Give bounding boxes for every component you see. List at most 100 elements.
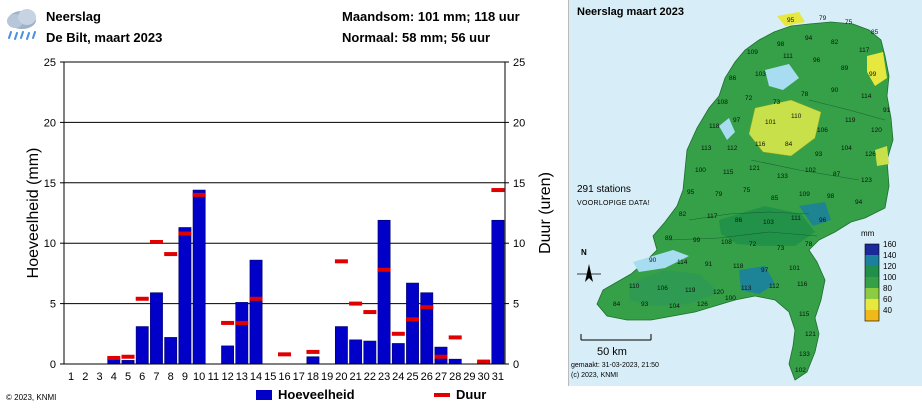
chart-subtitle: De Bilt, maart 2023 [46, 30, 163, 45]
station-value: 96 [819, 217, 827, 224]
y2-tick-label-20: 20 [513, 117, 525, 129]
duration-day-12 [221, 320, 235, 325]
duration-day-24 [391, 331, 405, 336]
station-value: 86 [729, 75, 737, 82]
station-value: 93 [815, 151, 823, 158]
duration-day-21 [349, 301, 363, 306]
station-value: 96 [813, 57, 821, 64]
duration-day-16 [278, 352, 291, 357]
station-value: 119 [685, 287, 696, 294]
duration-day-4 [107, 355, 121, 360]
x-tick-label-20: 20 [335, 371, 347, 383]
station-count: 291 stations [577, 184, 631, 195]
duration-day-31 [491, 188, 505, 193]
station-value: 78 [805, 241, 813, 248]
station-value: 84 [613, 301, 621, 308]
bar-day-25 [406, 282, 419, 365]
y2-tick-label-0: 0 [513, 359, 519, 371]
x-tick-label-1: 1 [68, 371, 74, 383]
x-tick-label-2: 2 [82, 371, 88, 383]
station-value: 118 [733, 263, 744, 270]
y-tick-label-25: 25 [44, 57, 56, 69]
station-value: 120 [713, 289, 724, 296]
bar-day-12 [221, 345, 235, 365]
map-title: Neerslag maart 2023 [577, 6, 685, 18]
x-tick-label-29: 29 [463, 371, 475, 383]
station-value: 98 [827, 193, 835, 200]
x-tick-label-13: 13 [236, 371, 248, 383]
duration-day-10 [192, 192, 206, 197]
y2-tick-label-5: 5 [513, 299, 519, 311]
duration-day-27 [434, 354, 448, 359]
station-value: 82 [831, 39, 839, 46]
copyright: © 2023, KNMI [6, 393, 57, 402]
x-tick-label-31: 31 [492, 371, 504, 383]
duration-day-26 [420, 305, 434, 310]
legend-duration-label: Duur [456, 387, 487, 402]
normal-value: Normaal: 58 mm; 56 uur [342, 30, 491, 45]
station-value: 99 [869, 71, 877, 78]
duration-day-8 [164, 252, 178, 257]
station-value: 73 [777, 245, 785, 252]
station-value: 93 [641, 301, 649, 308]
x-tick-label-5: 5 [125, 371, 131, 383]
station-value: 108 [717, 99, 728, 106]
station-value: 108 [721, 239, 732, 246]
station-value: 110 [629, 283, 640, 290]
station-value: 106 [817, 127, 828, 134]
bar-day-8 [164, 337, 178, 365]
station-value: 109 [747, 49, 758, 56]
y-tick-label-10: 10 [44, 238, 56, 250]
mm-tick-40: 40 [883, 306, 892, 315]
station-value: 133 [799, 351, 810, 358]
scale-bar [580, 334, 652, 341]
duration-day-28 [448, 335, 462, 340]
mm-color-legend [864, 243, 880, 322]
station-value: 117 [707, 213, 718, 220]
station-value: 86 [735, 217, 743, 224]
x-tick-label-8: 8 [168, 371, 174, 383]
station-value: 100 [725, 295, 736, 302]
station-value: 103 [763, 219, 774, 226]
station-value: 118 [709, 123, 720, 130]
mm-tick-100: 100 [883, 273, 897, 282]
precipitation-map: 95 79 75 85 109 98 94 82 117 86 103 111 96 89 99 108 72 7… [568, 0, 922, 386]
station-value: 109 [799, 191, 810, 198]
x-tick-label-28: 28 [449, 371, 461, 383]
duration-day-6 [135, 296, 149, 301]
y2-tick-label-10: 10 [513, 238, 525, 250]
station-value: 121 [749, 165, 760, 172]
y2-axis-title: Duur (uren) [537, 172, 554, 254]
y-tick-label-0: 0 [50, 359, 56, 371]
x-tick-label-27: 27 [435, 371, 447, 383]
duration-day-13 [235, 320, 249, 325]
station-value: 126 [697, 301, 708, 308]
station-value: 97 [733, 117, 741, 124]
duration-day-25 [406, 317, 420, 322]
station-value: 95 [787, 17, 795, 24]
station-value: 116 [797, 281, 808, 288]
x-tick-label-24: 24 [392, 371, 404, 383]
x-tick-label-14: 14 [250, 371, 262, 383]
station-value: 87 [833, 171, 841, 178]
legend-amount-swatch [256, 389, 272, 400]
station-value: 78 [801, 91, 809, 98]
bar-day-10 [192, 189, 206, 365]
station-value: 85 [871, 29, 879, 36]
y2-tick-label-25: 25 [513, 57, 525, 69]
preliminary-note: VOORLOPIGE DATA! [577, 200, 650, 207]
x-tick-label-11: 11 [208, 371, 219, 383]
station-value: 91 [883, 107, 891, 114]
map-copyright: (c) 2023, KNMI [571, 372, 619, 379]
y-tick-label-5: 5 [50, 299, 56, 311]
x-tick-label-15: 15 [264, 371, 276, 383]
station-value: 98 [777, 41, 785, 48]
duration-day-5 [121, 354, 135, 359]
duration-day-20 [334, 259, 348, 264]
x-tick-label-18: 18 [307, 371, 319, 383]
bar-day-18 [306, 356, 320, 365]
bar-day-26 [420, 292, 434, 365]
x-tick-label-4: 4 [111, 371, 117, 383]
bar-day-6 [135, 326, 149, 365]
